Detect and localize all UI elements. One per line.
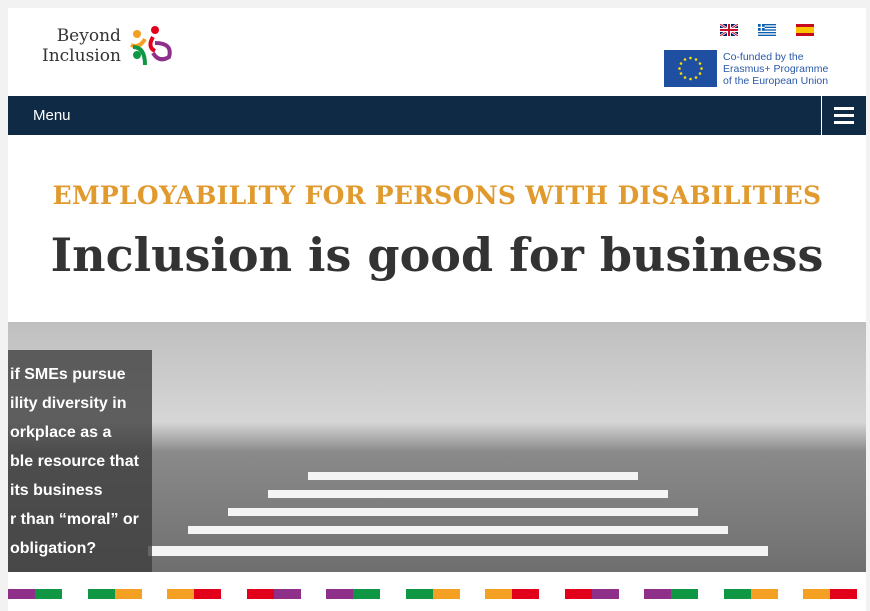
page-title: Inclusion is good for business (50, 228, 824, 282)
main-nav: Menu (8, 96, 866, 135)
caption-line: r than “moral” or (10, 511, 139, 528)
eu-text-line: of the European Union (723, 74, 829, 87)
divider-segment (405, 589, 433, 599)
greece-flag-icon[interactable] (758, 24, 776, 36)
divider-segment (246, 589, 274, 599)
eu-text-line: Co-funded by the (723, 50, 804, 63)
divider-segment (512, 589, 539, 599)
site-logo[interactable]: Beyond Inclusion (42, 25, 179, 67)
uk-flag-icon[interactable] (720, 24, 738, 36)
caption-line: ble resource that (10, 453, 139, 470)
logo-line: Beyond (56, 26, 121, 46)
site-header: Beyond Inclusion Co-funded by the Erasmus… (8, 8, 866, 96)
eu-flag-icon (664, 50, 717, 87)
divider-segment (353, 589, 380, 599)
caption-line: ility diversity in (10, 395, 127, 412)
divider-segment (326, 589, 353, 599)
logo-mark-icon (130, 26, 172, 66)
divider-segment (35, 589, 62, 599)
divider-segment (273, 589, 301, 599)
divider-segment (830, 589, 857, 599)
caption-line: orkplace as a (10, 424, 112, 441)
color-divider (8, 589, 866, 599)
hero-caption: if SMEs pursue ility diversity in orkpla… (8, 350, 152, 572)
menu-label[interactable]: Menu (33, 107, 71, 124)
hero-image: if SMEs pursue ility diversity in orkpla… (8, 322, 866, 572)
divider-segment (114, 589, 142, 599)
caption-line: obligation? (10, 540, 97, 557)
divider-segment (87, 589, 115, 599)
divider-segment (167, 589, 194, 599)
eu-text-line: Erasmus+ Programme (723, 62, 829, 75)
caption-line: its business (10, 482, 103, 499)
hamburger-icon[interactable] (821, 96, 866, 135)
page-kicker: EMPLOYABILITY FOR PERSONS WITH DISABILIT… (52, 181, 822, 210)
divider-segment (723, 589, 751, 599)
divider-segment (803, 589, 830, 599)
divider-segment (591, 589, 619, 599)
divider-segment (8, 589, 35, 599)
divider-segment (564, 589, 592, 599)
divider-segment (750, 589, 778, 599)
divider-segment (432, 589, 460, 599)
eu-cofunded-badge: Co-funded by the Erasmus+ Programme of t… (664, 50, 828, 87)
language-switcher (720, 24, 814, 36)
spain-flag-icon[interactable] (796, 24, 814, 36)
divider-segment (671, 589, 698, 599)
divider-segment (644, 589, 671, 599)
caption-line: if SMEs pursue (10, 366, 126, 383)
divider-segment (485, 589, 512, 599)
page: Beyond Inclusion Co-funded by the Erasmus… (8, 8, 866, 611)
divider-segment (194, 589, 221, 599)
logo-line: Inclusion (42, 46, 121, 66)
